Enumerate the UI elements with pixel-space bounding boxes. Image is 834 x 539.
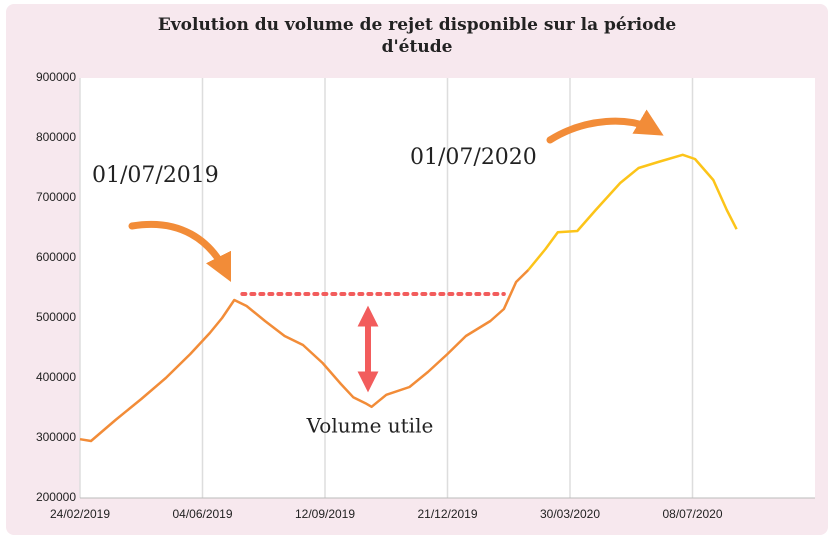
y-tick-label: 400000 [36,370,76,384]
arrow [546,109,664,144]
x-tick-label: 24/02/2019 [50,507,110,521]
chart-title: Evolution du volume de rejet disponible … [157,15,677,57]
y-tick-label: 900000 [36,70,76,84]
x-tick-label: 12/09/2019 [295,507,355,521]
y-tick-label: 200000 [36,490,76,504]
y-tick-label: 800000 [36,130,76,144]
line-series [527,153,738,271]
x-tick-label: 21/12/2019 [417,507,477,521]
y-tick-label: 600000 [36,250,76,264]
x-tick-label: 04/06/2019 [172,507,232,521]
annotation: Volume utile [306,414,434,438]
y-tick-label: 500000 [36,310,76,324]
arrow [128,220,232,283]
y-tick-label: 300000 [36,430,76,444]
x-tick-label: 08/07/2020 [662,507,722,521]
x-tick-label: 30/03/2020 [540,507,600,521]
line-series [79,269,530,443]
annotation: 01/07/2019 [92,163,219,188]
y-tick-label: 700000 [36,190,76,204]
annotation: 01/07/2020 [410,145,537,170]
